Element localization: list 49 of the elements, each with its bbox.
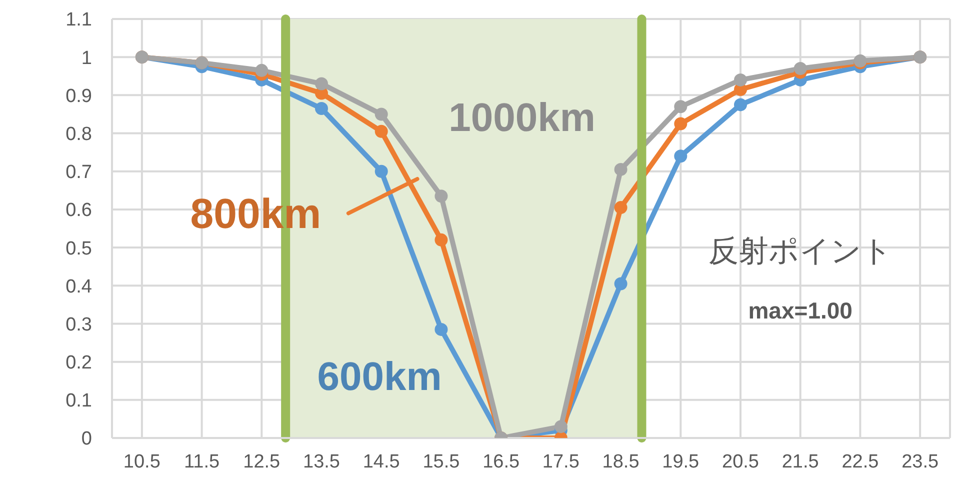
point — [374, 164, 388, 178]
point — [734, 98, 747, 112]
point — [255, 64, 268, 77]
point — [434, 190, 448, 203]
x-tick-label: 13.5 — [303, 451, 340, 472]
x-tick-label: 11.5 — [184, 451, 220, 472]
x-tick-label: 10.5 — [123, 451, 160, 472]
x-tick-label: 21.5 — [782, 451, 819, 472]
x-tick-label: 14.5 — [362, 451, 400, 472]
series-label: 600km — [317, 355, 442, 400]
y-tick-label: 1 — [81, 48, 92, 69]
x-tick-label: 22.5 — [842, 451, 879, 472]
y-tick-label: 0.5 — [66, 238, 92, 260]
point — [614, 277, 628, 290]
point — [794, 62, 807, 76]
y-tick-label: 0 — [81, 428, 92, 450]
x-tick-label: 16.5 — [482, 451, 520, 472]
annotation: 反射ポイント — [708, 234, 892, 268]
point — [315, 77, 328, 90]
y-tick-label: 0.8 — [66, 124, 92, 146]
point — [614, 201, 628, 214]
point — [674, 100, 688, 114]
x-tick-label: 19.5 — [662, 451, 700, 472]
point — [554, 420, 568, 434]
y-tick-label: 0.4 — [66, 276, 92, 298]
x-tick-label: 17.5 — [542, 451, 580, 472]
y-tick-label: 0.9 — [66, 86, 92, 107]
x-tick-label: 12.5 — [243, 451, 280, 472]
point — [734, 73, 747, 86]
annotation: max=1.00 — [748, 297, 852, 324]
x-tick-label: 15.5 — [422, 451, 460, 472]
point — [374, 124, 388, 138]
point — [614, 162, 628, 176]
point — [434, 322, 448, 336]
y-tick-label: 0.6 — [66, 200, 92, 222]
series-label: 1000km — [448, 96, 596, 140]
y-tick-label: 1.1 — [66, 10, 92, 31]
point — [434, 233, 448, 246]
y-tick-label: 0.7 — [66, 162, 92, 184]
x-tick-label: 23.5 — [902, 451, 939, 472]
point — [674, 117, 688, 130]
point — [315, 102, 328, 116]
x-tick-label: 20.5 — [722, 451, 759, 472]
y-tick-label: 0.2 — [66, 352, 92, 374]
point — [374, 108, 388, 121]
point — [674, 150, 688, 163]
x-tick-label: 18.5 — [602, 451, 640, 472]
y-tick-label: 0.1 — [66, 390, 92, 412]
y-tick-label: 0.3 — [66, 314, 92, 336]
